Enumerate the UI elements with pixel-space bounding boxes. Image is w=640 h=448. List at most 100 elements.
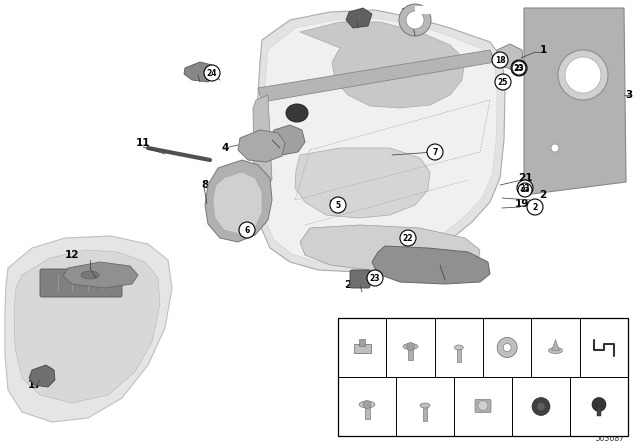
Polygon shape [14,250,160,403]
Polygon shape [415,6,430,14]
Text: 14: 14 [289,108,303,118]
Text: 6: 6 [244,225,250,234]
Polygon shape [213,172,262,234]
Text: 20: 20 [344,280,358,290]
Polygon shape [63,262,138,288]
Text: 15: 15 [401,8,415,18]
Bar [359,339,365,345]
Text: 3: 3 [625,90,632,100]
Circle shape [400,230,416,246]
Text: 7: 7 [407,365,413,374]
Text: 22: 22 [477,423,489,432]
Circle shape [204,65,220,81]
Text: 8: 8 [202,180,209,190]
Text: 17: 17 [28,380,42,390]
Circle shape [497,337,517,358]
Polygon shape [295,148,430,218]
Text: 7: 7 [432,147,438,156]
Ellipse shape [81,271,99,279]
Bar [457,345,461,362]
Circle shape [558,50,608,100]
FancyBboxPatch shape [475,400,491,413]
Text: 13: 13 [349,13,364,23]
Circle shape [495,74,511,90]
Text: 16: 16 [189,70,204,80]
Text: 5: 5 [335,201,340,210]
Circle shape [492,52,508,68]
Circle shape [512,61,526,75]
Circle shape [239,222,255,238]
Bar [423,405,427,421]
Polygon shape [29,365,55,387]
Text: 1: 1 [540,45,547,55]
Circle shape [503,344,511,352]
Text: 24: 24 [207,69,217,78]
Circle shape [367,270,383,286]
Bar [408,346,413,359]
Ellipse shape [359,401,375,408]
Circle shape [532,397,550,415]
Circle shape [518,183,532,197]
Text: 18: 18 [356,365,369,374]
FancyBboxPatch shape [40,269,122,297]
Circle shape [527,199,543,215]
Polygon shape [300,225,480,272]
Ellipse shape [454,345,463,350]
Text: 24: 24 [419,423,431,432]
Polygon shape [184,62,215,82]
Text: 6: 6 [456,365,462,374]
Polygon shape [205,160,272,242]
Text: 18: 18 [495,56,506,65]
Circle shape [537,402,545,410]
Circle shape [406,11,424,29]
Text: 5: 5 [504,365,510,374]
Circle shape [478,401,488,410]
Polygon shape [238,130,285,162]
Ellipse shape [548,348,563,353]
Polygon shape [258,50,495,102]
Text: 4: 4 [221,143,228,153]
Circle shape [330,197,346,213]
FancyBboxPatch shape [350,270,370,288]
Text: 19: 19 [515,199,529,209]
Bar [365,405,369,418]
Circle shape [406,343,415,350]
Polygon shape [5,236,172,422]
Circle shape [363,401,371,409]
Polygon shape [524,8,626,195]
Polygon shape [253,95,272,188]
Text: 21: 21 [535,423,547,432]
Text: 23: 23 [514,64,524,73]
Circle shape [399,4,431,36]
Text: 23: 23 [454,322,464,331]
FancyBboxPatch shape [354,344,371,353]
Text: 23: 23 [520,187,530,193]
Polygon shape [300,22,465,108]
Ellipse shape [286,104,308,122]
Polygon shape [270,125,305,155]
Text: 2: 2 [532,202,538,211]
Text: 2: 2 [540,190,547,200]
Polygon shape [346,8,372,28]
Text: 21: 21 [518,173,532,183]
Ellipse shape [420,403,430,408]
Bar [338,318,628,436]
Text: 23: 23 [520,184,531,193]
Circle shape [565,57,601,93]
Circle shape [427,144,443,160]
Circle shape [511,60,527,76]
Text: 12: 12 [65,250,79,260]
Polygon shape [372,246,490,284]
Polygon shape [255,10,505,272]
Text: 23: 23 [514,65,524,71]
Circle shape [517,180,533,196]
Text: 503687: 503687 [596,434,625,443]
Circle shape [551,144,559,152]
Text: 19: 19 [593,423,605,432]
Circle shape [592,397,606,412]
Polygon shape [496,44,523,70]
Polygon shape [262,18,497,264]
Polygon shape [552,340,559,350]
Text: 22: 22 [403,233,413,242]
Text: 11: 11 [136,138,150,148]
